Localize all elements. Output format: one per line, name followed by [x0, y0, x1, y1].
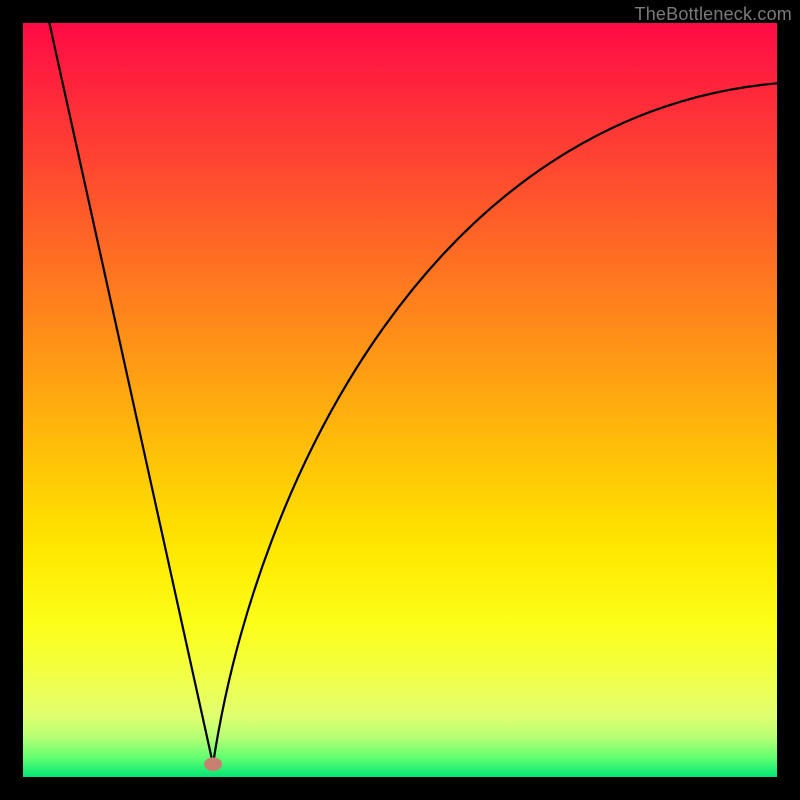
chart-plot-area [23, 23, 777, 777]
watermark-text: TheBottleneck.com [635, 4, 792, 25]
bottleneck-curve [23, 23, 777, 777]
